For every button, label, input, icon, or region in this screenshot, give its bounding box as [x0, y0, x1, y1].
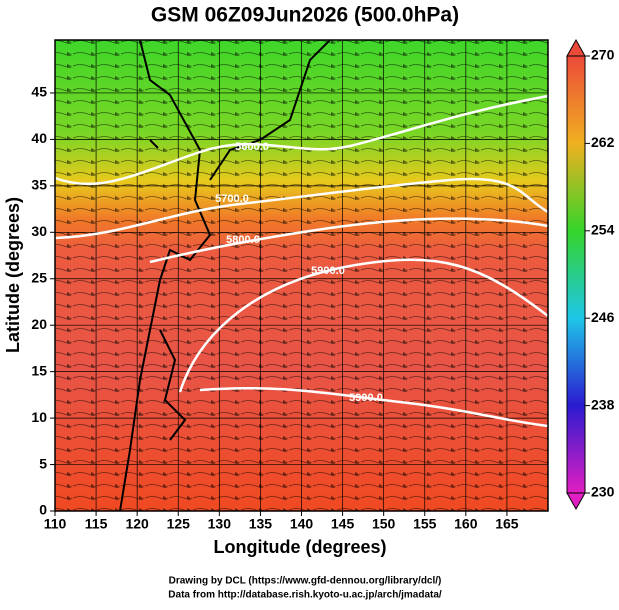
x-tick-label: 155	[413, 516, 437, 532]
y-tick-label: 30	[31, 223, 47, 239]
chart-title: GSM 06Z09Jun2026 (500.0hPa)	[151, 4, 459, 27]
x-tick-label: 140	[290, 516, 314, 532]
contour-label: 5700.0	[215, 193, 249, 205]
plot-layer: 5600.0 5700.0 5800.0 5900.0 5900.0	[54, 40, 549, 512]
colorbar-tick-label: 254	[591, 222, 615, 238]
y-tick-label: 25	[31, 269, 47, 285]
y-tick-label: 15	[31, 362, 47, 378]
x-tick-label: 120	[125, 516, 149, 532]
y-tick-label: 10	[31, 409, 47, 425]
y-axis-label: Latitude (degrees)	[3, 197, 23, 353]
contour-label: 5600.0	[235, 141, 269, 153]
contour-line	[54, 177, 549, 240]
footer-credit: Drawing by DCL (https://www.gfd-dennou.o…	[169, 576, 442, 587]
y-tick-label: 0	[39, 502, 47, 518]
x-tick-label: 130	[208, 516, 232, 532]
x-axis-label: Longitude (degrees)	[213, 537, 386, 557]
y-tick-label: 5	[39, 455, 47, 471]
y-tick-label: 20	[31, 316, 47, 332]
x-tick-label: 145	[331, 516, 355, 532]
coastline	[119, 39, 331, 512]
contour-label: 5900.0	[349, 392, 383, 404]
y-tick-label: 40	[31, 130, 47, 146]
y-tick-label: 35	[31, 177, 47, 193]
x-tick-label: 135	[249, 516, 273, 532]
x-tick-label: 110	[44, 516, 67, 532]
colorbar-tick-label: 238	[591, 396, 615, 412]
contour-line	[54, 94, 549, 186]
colorbar-tick-label: 270	[591, 47, 615, 63]
colorbar	[566, 55, 586, 494]
colorbar-min-arrow	[566, 492, 586, 511]
x-tick-label: 115	[85, 516, 108, 532]
footer-source: Data from http://database.rish.kyoto-u.a…	[168, 590, 442, 601]
x-tick-label: 125	[167, 516, 191, 532]
colorbar-tick-label: 246	[591, 309, 615, 325]
colorbar-tick-label: 230	[591, 484, 615, 500]
x-tick-label: 150	[372, 516, 396, 532]
x-tick-label: 165	[495, 516, 519, 532]
contour-line	[149, 217, 549, 264]
x-tick-label: 160	[454, 516, 478, 532]
contour-line	[178, 258, 549, 393]
colorbar-tick-label: 262	[591, 134, 615, 150]
colorbar-max-arrow	[566, 38, 586, 57]
contour-label: 5800.0	[226, 234, 260, 246]
contour-line	[199, 386, 549, 428]
contour-label: 5900.0	[311, 265, 345, 277]
y-tick-label: 45	[31, 84, 47, 100]
